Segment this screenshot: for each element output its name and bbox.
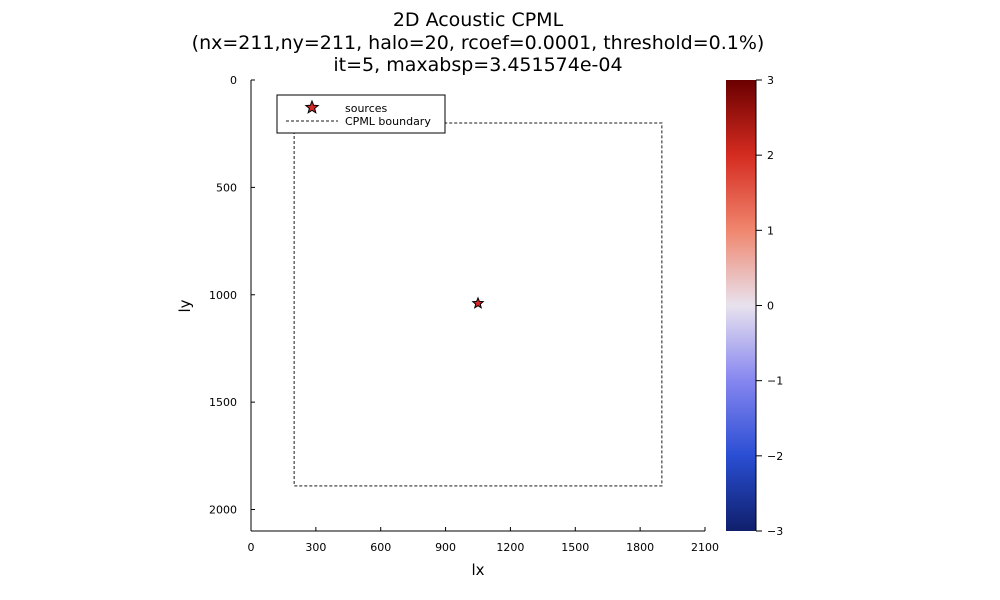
y-tick-label-4: 2000 bbox=[209, 504, 237, 517]
colorbar-tick-label-2: 1 bbox=[767, 224, 774, 237]
x-tick-label-2: 600 bbox=[370, 541, 391, 554]
title-line-3: it=5, maxabsp=3.451574e-04 bbox=[333, 54, 622, 76]
colorbar-tick-label-0: 3 bbox=[767, 74, 774, 87]
colorbar-tick-label-5: −2 bbox=[767, 450, 783, 463]
y-tick-label-2: 1000 bbox=[209, 289, 237, 302]
x-tick-label-4: 1200 bbox=[496, 541, 524, 554]
legend-boundary-label: CPML boundary bbox=[345, 115, 431, 128]
x-tick-label-0: 0 bbox=[248, 541, 255, 554]
x-tick-label-1: 300 bbox=[305, 541, 326, 554]
y-tick-label-3: 1500 bbox=[209, 396, 237, 409]
x-tick-label-7: 2100 bbox=[691, 541, 719, 554]
title-line-1: 2D Acoustic CPML bbox=[393, 9, 564, 31]
y-axis-label: ly bbox=[176, 299, 194, 312]
colorbar-gradient bbox=[726, 80, 756, 531]
x-axis-label: lx bbox=[471, 561, 484, 579]
legend-sources-label: sources bbox=[345, 102, 388, 115]
colorbar: 3 2 1 0 −1 −2 −3 bbox=[726, 74, 783, 538]
legend-sources-marker bbox=[304, 99, 320, 114]
plot-area: 0 300 600 900 1200 1500 1800 2100 0 500 1000 1500 20… bbox=[209, 74, 719, 554]
colorbar-tick-label-6: −3 bbox=[767, 525, 783, 538]
colorbar-tick-label-4: −1 bbox=[767, 375, 783, 388]
x-tick-label-6: 1800 bbox=[626, 541, 654, 554]
y-tick-label-1: 500 bbox=[216, 181, 237, 194]
x-tick-label-3: 900 bbox=[435, 541, 456, 554]
title-line-2: (nx=211,ny=211, halo=20, rcoef=0.0001, t… bbox=[192, 32, 765, 54]
colorbar-tick-label-3: 0 bbox=[767, 300, 774, 313]
cpml-boundary-line bbox=[293, 122, 663, 487]
x-tick-label-5: 1500 bbox=[561, 541, 589, 554]
chart-title: 2D Acoustic CPML (nx=211,ny=211, halo=20… bbox=[192, 9, 765, 76]
y-tick-label-0: 0 bbox=[230, 74, 237, 87]
colorbar-tick-label-1: 2 bbox=[767, 149, 774, 162]
legend-box bbox=[276, 94, 446, 134]
source-point-0 bbox=[471, 296, 485, 309]
